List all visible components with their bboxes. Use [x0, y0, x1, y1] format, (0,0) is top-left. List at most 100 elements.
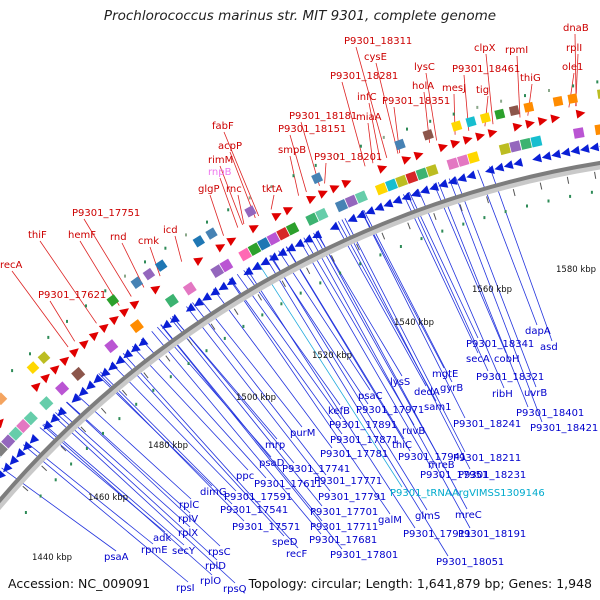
reverse-gene-label: speD — [272, 537, 298, 548]
forward-gene-arrow — [475, 132, 485, 142]
marker-dot — [54, 478, 57, 482]
reverse-gene-label: psaC — [358, 391, 383, 402]
backbone-tick — [594, 171, 597, 179]
reverse-gene-arrow — [532, 153, 542, 163]
marker-dot — [39, 494, 42, 498]
gene-category-box — [344, 194, 358, 208]
forward-gene-label: dnaB — [563, 23, 589, 34]
reverse-gene-arrow — [16, 448, 26, 458]
label-connector — [286, 246, 405, 440]
marker-dot — [205, 349, 208, 353]
reverse-gene-arrow — [57, 406, 67, 417]
gene-category-box — [210, 264, 225, 278]
reverse-gene-label: rpsI — [176, 583, 195, 594]
kbp-tick-label: 1480 kbp — [148, 441, 188, 451]
forward-gene-arrow — [98, 323, 109, 333]
marker-dot — [164, 246, 167, 250]
gene-category-box — [425, 164, 439, 177]
marker-dot — [572, 84, 575, 88]
label-connector — [316, 231, 468, 510]
label-connector — [308, 234, 471, 529]
forward-gene-arrow — [462, 136, 473, 145]
label-connector — [454, 176, 537, 388]
label-connector — [22, 444, 189, 583]
reverse-gene-label: rplD — [205, 561, 226, 572]
marker-dot — [569, 194, 572, 198]
reverse-gene-arrow — [494, 162, 505, 172]
reverse-gene-arrow — [0, 470, 6, 479]
marker-dot — [590, 190, 593, 194]
reverse-gene-label: dapA — [525, 326, 551, 337]
forward-gene-arrow — [525, 119, 535, 129]
marker-dot — [169, 375, 172, 379]
reverse-gene-label: galM — [378, 515, 402, 526]
reverse-gene-label: mreC — [455, 510, 482, 521]
gene-category-box — [55, 381, 70, 396]
marker-dot — [70, 462, 73, 466]
label-connector — [367, 122, 374, 164]
gene-category-box — [39, 396, 54, 411]
backbone-tick — [187, 339, 193, 346]
reverse-gene-label: glmS — [415, 511, 440, 522]
marker-dot — [66, 319, 68, 323]
label-connector — [489, 166, 553, 342]
marker-dot — [47, 335, 50, 339]
gene-category-box — [0, 392, 8, 406]
forward-gene-label: P9301_18461 — [452, 64, 520, 75]
reverse-gene-arrow — [570, 145, 581, 155]
marker-dot — [11, 369, 14, 373]
forward-gene-label: P9301_18281 — [330, 71, 398, 82]
reverse-gene-label: ribH — [492, 389, 513, 400]
gene-category-box — [244, 205, 257, 218]
marker-dot — [483, 216, 486, 220]
forward-gene-arrow — [306, 196, 317, 205]
forward-gene-label: P9301_18311 — [344, 36, 412, 47]
kbp-tick-label: 1440 kbp — [32, 553, 72, 563]
label-connector — [160, 324, 343, 550]
marker-dot — [29, 352, 31, 356]
forward-gene-arrow — [413, 151, 424, 161]
forward-gene-label: P9301_18201 — [314, 152, 382, 163]
marker-dot — [24, 511, 27, 514]
reverse-gene-arrow — [138, 337, 149, 347]
label-connector — [363, 209, 453, 383]
reverse-gene-arrow — [194, 297, 204, 307]
reverse-gene-arrow — [100, 367, 111, 377]
label-connector — [257, 261, 403, 488]
reverse-gene-label: rplX — [178, 528, 198, 539]
backbone-tick — [381, 232, 386, 240]
forward-gene-label: cysE — [364, 52, 387, 63]
gene-category-box — [276, 226, 290, 241]
reverse-gene-arrow — [312, 230, 323, 239]
forward-gene-label: clpX — [474, 43, 496, 54]
gene-category-box — [238, 247, 252, 262]
forward-gene-label: hemF — [68, 230, 96, 241]
marker-dot — [452, 112, 455, 116]
gene-category-box — [508, 105, 520, 117]
reverse-gene-label: adk — [153, 533, 171, 544]
gene-category-box — [456, 154, 470, 167]
reverse-gene-label: cobH — [494, 354, 519, 365]
reverse-gene-label: ppc — [236, 471, 254, 482]
label-connector — [425, 72, 437, 141]
label-connector — [55, 412, 218, 561]
label-connector — [212, 288, 333, 449]
reverse-gene-label: secA — [466, 354, 490, 365]
kbp-scale-labels: 1440 kbp 1460 kbp 1480 kbp 1500 kbp 1520 kbp… — [32, 265, 596, 563]
marker-dot — [280, 302, 283, 306]
reverse-gene-label: P9301_18211 — [453, 453, 521, 464]
label-connector — [100, 371, 233, 505]
marker-dot — [206, 220, 208, 224]
marker-dot — [104, 289, 107, 293]
reverse-gene-label: P9301_17741 — [282, 464, 350, 475]
reverse-gene-label: P9301_17791 — [318, 492, 386, 503]
gene-category-box — [374, 182, 388, 196]
reverse-gene-arrow — [260, 257, 271, 266]
marker-dot — [261, 313, 264, 317]
label-connector — [209, 194, 224, 236]
gene-category-box — [498, 142, 511, 156]
reverse-gene-label: sam1 — [424, 402, 451, 413]
backbone-tick — [41, 465, 48, 472]
label-connector — [361, 210, 445, 369]
